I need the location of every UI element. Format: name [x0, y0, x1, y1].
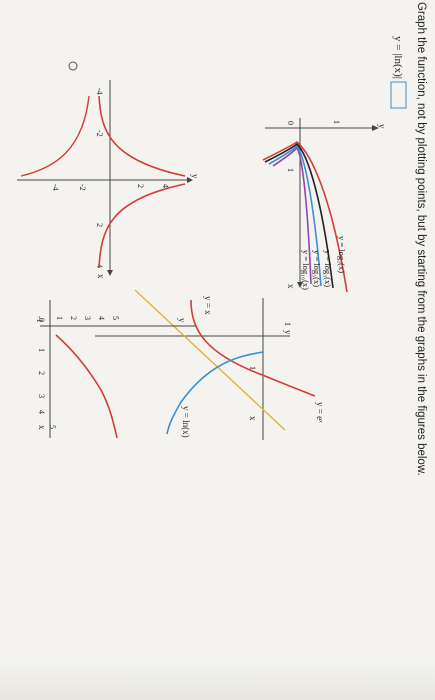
option-a-tick-8: -4 — [51, 184, 60, 191]
log-graph-label-3: y = log₅(x) — [312, 250, 322, 287]
option-a-tick-3: 2 — [95, 223, 104, 227]
log-graph-label-4: y = log₁₀(x) — [301, 250, 311, 290]
option-b-tick-1: 1 — [37, 348, 46, 352]
identity-line — [134, 289, 286, 431]
exp-graph-label-2: y = x — [203, 296, 213, 315]
exp-graph-axis-y: y — [283, 330, 293, 335]
option-a-tick-7: -2 — [78, 184, 87, 191]
page-shadow — [0, 660, 435, 700]
option-b-axis-y: y — [177, 318, 187, 323]
exp-graph-tick-x: 1 — [248, 366, 257, 370]
exp-graph-label-3: y = ln(x) — [181, 406, 191, 438]
option-a-tick-2: -2 — [95, 130, 104, 137]
equation-box: y = |ln(x)| — [390, 36, 407, 109]
log-graph-tick-y: 1 — [332, 120, 341, 124]
option-b-curve — [55, 334, 118, 439]
log-curve-base-5 — [268, 144, 322, 287]
exp-curve — [190, 299, 316, 397]
option-a-curve-lower — [20, 95, 90, 177]
log-curve-base-10 — [272, 146, 312, 285]
option-b-tick-5: 5 — [48, 425, 57, 429]
answer-option-b[interactable]: y x 0 1 2 3 4 5 1 2 3 4 5 -1 — [35, 300, 195, 439]
option-b-tick-3: 3 — [37, 394, 46, 398]
option-a-curve-right — [98, 183, 186, 269]
option-a-radio[interactable] — [68, 61, 78, 71]
log-graph-axis-y: y — [377, 124, 387, 129]
log-graph: 0 1 1 y x y = log₂(x) y = log₃(x) y = lo… — [262, 118, 387, 293]
option-b-tick-9: 4 — [97, 316, 106, 320]
log-graph-label-1: y = log₂(x) — [337, 236, 347, 273]
exp-graph-label-1: y = eˣ — [315, 402, 325, 423]
exp-graph-tick-y: 1 — [283, 322, 292, 326]
option-b-tick-10: 5 — [111, 316, 120, 320]
ln-curve — [166, 351, 264, 435]
option-b-tick-8: 3 — [83, 316, 92, 320]
option-a-axis-x: x — [96, 274, 106, 279]
option-b-tick-6: 1 — [55, 316, 64, 320]
log-graph-tick-x: 1 — [286, 168, 295, 172]
instruction-text: Graph the function, not by plotting poin… — [415, 2, 427, 476]
option-b-axis-x: x — [37, 425, 47, 430]
log-graph-axis-x: x — [286, 284, 296, 289]
exp-graph-axis-x: x — [248, 416, 258, 421]
option-a-tick-1: -4 — [95, 88, 104, 95]
log-graph-origin: 0 — [286, 121, 295, 125]
log-curve-base-3 — [264, 142, 334, 289]
option-b-tick-7: 2 — [69, 316, 78, 320]
equation-text: y = |ln(x)| — [392, 36, 404, 79]
option-a-axis-y: y — [190, 174, 200, 179]
option-a-tick-5: 2 — [136, 184, 145, 188]
option-a-tick-6: 4 — [161, 184, 170, 188]
answer-option-a[interactable]: y x -4 -2 2 4 2 4 -2 -4 — [17, 61, 200, 279]
log-graph-label-2: y = log₃(x) — [323, 250, 333, 287]
log-curve-base-2 — [262, 140, 348, 293]
exp-ln-graph: y x 1 1 y = eˣ y = x y = ln(x) — [95, 289, 325, 440]
option-b-tick-2: 2 — [37, 371, 46, 375]
option-b-origin: 0 — [37, 318, 46, 322]
option-b-tick-11: -1 — [35, 316, 44, 323]
option-a-curve-left — [98, 95, 186, 177]
option-b-tick-4: 4 — [37, 410, 46, 414]
